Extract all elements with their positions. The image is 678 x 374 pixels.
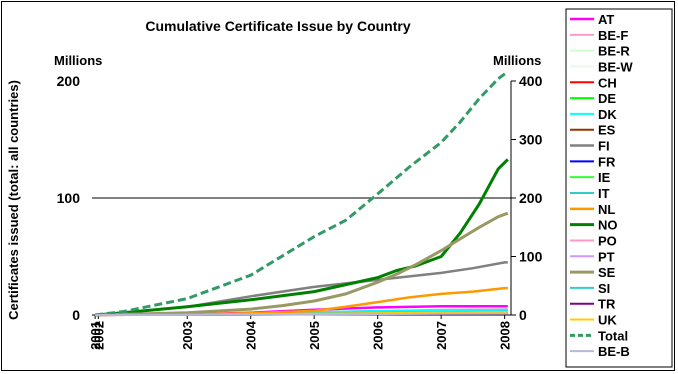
x-tick-label: 2002 [91,321,106,350]
x-tick-label: 2001 [88,321,103,350]
legend-label-be-w: BE-W [598,59,633,74]
legend-label-at: AT [598,12,614,27]
legend-label-fi: FI [598,139,610,154]
legend-label-be-f: BE-F [598,28,628,43]
x-tick-label: 2005 [307,321,322,350]
legend-label-de: DE [598,91,616,106]
legend-label-pt: PT [598,249,615,264]
series-line-no [95,158,509,317]
legend-label-no: NO [598,218,618,233]
legend-label-be-b: BE-B [598,344,630,359]
left-tick-label: 0 [72,307,80,323]
x-tick-label: 2007 [434,321,449,350]
legend-label-ie: IE [598,170,611,185]
right-tick-label: 200 [519,190,543,206]
legend-label-uk: UK [598,313,617,328]
x-tick-label: 2006 [371,321,386,350]
legend-label-nl: NL [598,202,615,217]
right-axis-unit: Millions [493,53,541,68]
left-tick-label: 100 [57,190,81,206]
series-line-se [95,211,509,317]
x-tick-label: 2004 [244,320,259,350]
legend-label-be-r: BE-R [598,44,630,59]
legend-label-si: SI [598,281,610,296]
legend-label-tr: TR [598,297,616,312]
right-tick-label: 0 [519,307,527,323]
x-tick-label: 2008 [498,321,513,350]
legend: ATBE-FBE-RBE-WCHDEDKESFIFRIEITNLNOPOPTSE… [565,8,673,368]
legend-box [565,8,673,368]
x-tick-label: 2003 [180,321,195,350]
legend-label-po: PO [598,233,617,248]
right-tick-label: 300 [519,132,543,148]
legend-label-fr: FR [598,154,616,169]
right-tick-label: 400 [519,73,543,89]
left-axis-unit: Millions [54,53,102,68]
y-axis-label: Certificates issued (total: all countrie… [6,80,21,320]
legend-label-es: ES [598,123,616,138]
legend-label-it: IT [598,186,610,201]
chart-title: Cumulative Certificate Issue by Country [145,18,411,34]
legend-label-dk: DK [598,107,617,122]
legend-label-se: SE [598,265,616,280]
right-tick-label: 100 [519,249,543,265]
legend-label-ch: CH [598,75,617,90]
left-tick-label: 200 [57,73,81,89]
series-line-be-b [95,312,508,316]
series-line-total [95,70,509,317]
legend-label-total: Total [598,328,628,343]
